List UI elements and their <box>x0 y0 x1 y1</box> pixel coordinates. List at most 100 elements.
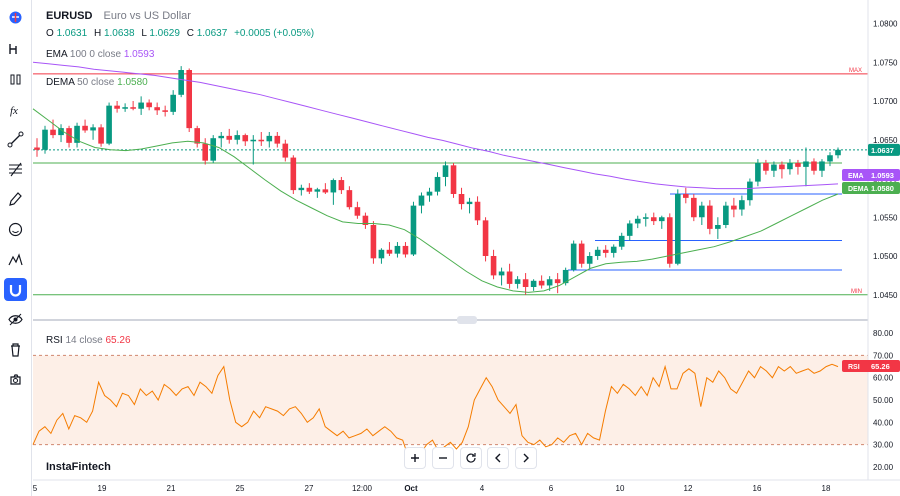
candle-body[interactable] <box>314 189 321 192</box>
candle-body[interactable] <box>242 135 249 142</box>
candle-body[interactable] <box>554 279 561 284</box>
candle-body[interactable] <box>290 157 297 191</box>
candle-body[interactable] <box>650 217 657 222</box>
candle-body[interactable] <box>458 194 465 205</box>
candle-body[interactable] <box>186 70 192 129</box>
emoji-tool-button[interactable] <box>4 218 27 241</box>
candle-body[interactable] <box>98 127 104 144</box>
candle-body[interactable] <box>779 164 785 170</box>
candle-body[interactable] <box>266 135 273 142</box>
candle-body[interactable] <box>562 269 569 284</box>
candle-body[interactable] <box>578 243 585 264</box>
candle-body[interactable] <box>82 125 88 131</box>
candle-body[interactable] <box>434 176 441 192</box>
candle-body[interactable] <box>506 271 513 284</box>
candle-body[interactable] <box>202 143 209 161</box>
candle-body[interactable] <box>755 163 761 182</box>
candle-body[interactable] <box>250 139 257 142</box>
candle-body[interactable] <box>106 105 112 144</box>
pane-resize-handle[interactable] <box>457 316 477 324</box>
candle-body[interactable] <box>835 149 841 156</box>
candle-body[interactable] <box>34 147 40 150</box>
camera-tool-button[interactable] <box>4 368 27 391</box>
candle-body[interactable] <box>691 197 697 218</box>
candle-body[interactable] <box>498 271 505 276</box>
trend-line-tool-button[interactable] <box>4 128 27 151</box>
fib-tool-button[interactable] <box>4 158 27 181</box>
dema-line[interactable] <box>32 108 839 293</box>
candle-body[interactable] <box>354 207 361 216</box>
candle-body[interactable] <box>490 256 497 276</box>
reset-button[interactable] <box>460 447 482 469</box>
candle-body[interactable] <box>410 205 417 255</box>
magnet-tool-button[interactable] <box>4 278 27 301</box>
rsi-pane[interactable] <box>32 354 868 464</box>
candle-body[interactable] <box>130 107 136 109</box>
candle-body[interactable] <box>194 128 201 144</box>
candle-body[interactable] <box>771 164 777 171</box>
candle-body[interactable] <box>162 110 168 112</box>
flag-tool-button[interactable] <box>4 6 27 29</box>
candle-body[interactable] <box>530 280 537 287</box>
ema-line[interactable] <box>32 61 839 190</box>
candle-body[interactable] <box>466 201 473 205</box>
candle-body[interactable] <box>514 279 521 284</box>
candle-body[interactable] <box>122 107 128 109</box>
candle-body[interactable] <box>146 102 152 108</box>
candle-body[interactable] <box>306 187 313 192</box>
candle-body[interactable] <box>811 161 817 171</box>
candle-body[interactable] <box>394 245 401 254</box>
candle-body[interactable] <box>450 165 457 194</box>
scroll-right-button[interactable] <box>515 447 537 469</box>
candle-body[interactable] <box>322 189 329 193</box>
candle-body[interactable] <box>739 200 745 210</box>
candle-body[interactable] <box>747 181 753 201</box>
candle-body[interactable] <box>715 225 721 229</box>
candle-body[interactable] <box>594 249 601 256</box>
candle-body[interactable] <box>827 155 833 162</box>
crosshair-tool-button[interactable] <box>4 38 27 61</box>
candle-body[interactable] <box>418 195 425 206</box>
candle-body[interactable] <box>683 194 689 198</box>
candle-body[interactable] <box>170 94 176 112</box>
candle-body[interactable] <box>74 125 80 143</box>
rsi-legend[interactable]: RSI 14 close 65.26 <box>46 335 131 346</box>
candle-body[interactable] <box>226 135 233 140</box>
candle-body[interactable] <box>442 165 449 177</box>
candle-body[interactable] <box>402 245 409 255</box>
candle-body[interactable] <box>618 235 625 247</box>
trash-tool-button[interactable] <box>4 338 27 361</box>
candle-body[interactable] <box>699 205 705 218</box>
candle-body[interactable] <box>282 143 289 158</box>
candle-body[interactable] <box>178 70 184 95</box>
candle-body[interactable] <box>138 102 144 109</box>
candle-body[interactable] <box>338 180 345 191</box>
candle-body[interactable] <box>378 249 385 259</box>
candle-body[interactable] <box>90 127 96 131</box>
candle-body[interactable] <box>114 105 120 109</box>
candle-body[interactable] <box>386 249 393 254</box>
pattern-tool-button[interactable] <box>4 248 27 271</box>
fx-tool-button[interactable]: fx <box>4 98 27 121</box>
candle-body[interactable] <box>298 187 305 191</box>
candle-body[interactable] <box>330 180 337 193</box>
candle-body[interactable] <box>674 194 681 264</box>
candle-body[interactable] <box>819 161 825 171</box>
candle-body[interactable] <box>522 279 529 287</box>
candle-body[interactable] <box>370 225 377 259</box>
candle-body[interactable] <box>362 215 369 225</box>
zoom-in-button[interactable] <box>404 447 426 469</box>
candle-body[interactable] <box>218 135 225 139</box>
candle-body[interactable] <box>538 280 545 286</box>
candle-body[interactable] <box>346 190 353 208</box>
candle-body[interactable] <box>42 129 48 150</box>
candle-body[interactable] <box>642 217 649 219</box>
brush-tool-button[interactable] <box>4 188 27 211</box>
zoom-out-button[interactable] <box>432 447 454 469</box>
candle-body[interactable] <box>707 205 713 229</box>
candle-body[interactable] <box>610 246 617 253</box>
candle-body[interactable] <box>58 128 64 136</box>
candle-body[interactable] <box>666 217 673 264</box>
candle-body[interactable] <box>274 135 281 144</box>
